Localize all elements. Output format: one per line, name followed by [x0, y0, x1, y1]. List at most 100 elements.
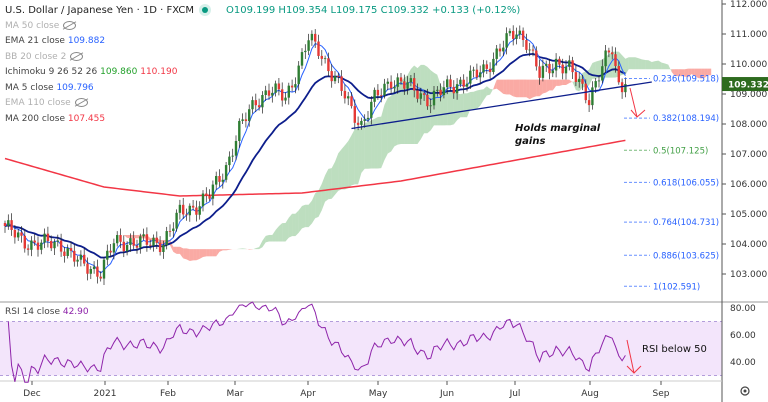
- candle-body: [498, 48, 502, 52]
- rsi-line: [7, 301, 626, 383]
- ichimoku-cloud-segment: [397, 81, 401, 145]
- ichimoku-cloud-segment: [513, 79, 517, 98]
- y-tick-label: 104.000: [730, 240, 767, 250]
- ichimoku-cloud-segment: [278, 223, 283, 242]
- candle-body: [541, 65, 545, 78]
- candle-body: [525, 40, 528, 50]
- legend-bb20[interactable]: BB 20 close 2: [5, 50, 520, 66]
- ichimoku-cloud-segment: [206, 249, 210, 257]
- settings-gear-icon[interactable]: [740, 386, 750, 396]
- ichimoku-cloud-segment: [572, 81, 576, 91]
- candle-body: [419, 93, 422, 99]
- ichimoku-cloud-segment: [681, 69, 685, 77]
- ichimoku-cloud-segment: [361, 122, 365, 173]
- ichimoku-cloud-segment: [196, 249, 200, 261]
- ichimoku-cloud-segment: [331, 161, 335, 199]
- ichimoku-cloud-segment: [252, 248, 256, 250]
- candle-body: [528, 49, 531, 51]
- x-tick-label: Sep: [653, 389, 670, 399]
- candle-body: [99, 276, 102, 279]
- legend-ema21[interactable]: EMA 21 close 109.882: [5, 36, 106, 46]
- legend-ema110[interactable]: EMA 110 close: [5, 96, 520, 112]
- candle-body: [3, 223, 7, 226]
- current-price-label: 109.332: [728, 81, 768, 91]
- candle-body: [109, 250, 112, 253]
- candle-body: [274, 83, 277, 93]
- ichimoku-cloud-segment: [684, 68, 689, 78]
- ichimoku-cloud-segment: [529, 79, 533, 100]
- candle-body: [531, 49, 535, 51]
- candle-body: [469, 70, 472, 84]
- ichimoku-cloud-segment: [90, 223, 95, 227]
- candle-body: [564, 66, 568, 74]
- candle-body: [248, 109, 251, 122]
- candle-body: [347, 96, 350, 99]
- candle-body: [370, 101, 373, 118]
- candle-body: [578, 79, 581, 82]
- candle-body: [558, 58, 561, 65]
- candle-body: [386, 81, 389, 84]
- rsi-legend[interactable]: RSI 14 close 42.90: [5, 307, 89, 317]
- candle-body: [139, 236, 142, 248]
- hidden-eye-icon[interactable]: [63, 20, 77, 30]
- candle-body: [125, 244, 129, 252]
- ichimoku-cloud-segment: [595, 60, 599, 79]
- ichimoku-cloud-segment: [374, 117, 378, 169]
- ichimoku-cloud-segment: [381, 104, 385, 169]
- candle-body: [251, 100, 254, 110]
- y-tick-label: 103.000: [730, 270, 767, 280]
- ichimoku-cloud-segment: [450, 89, 454, 126]
- candle-body: [574, 72, 578, 82]
- candle-body: [234, 140, 238, 156]
- candle-body: [611, 52, 614, 55]
- hidden-eye-icon[interactable]: [74, 98, 88, 107]
- candle-body: [50, 241, 53, 249]
- settings-gear-icon: [743, 389, 747, 393]
- candle-body: [601, 66, 604, 81]
- annotation-holds: gains: [515, 136, 545, 147]
- ichimoku-cloud-segment: [691, 68, 695, 76]
- candle-body: [254, 100, 257, 106]
- ichimoku-cloud-segment: [288, 213, 293, 238]
- candle-body: [149, 244, 152, 246]
- candle-body: [56, 240, 59, 242]
- hidden-eye-icon[interactable]: [70, 51, 84, 61]
- legend-ma5[interactable]: MA 5 close 109.796: [5, 82, 94, 93]
- ichimoku-cloud-segment: [665, 63, 669, 70]
- candle-body: [86, 263, 89, 274]
- legend: U.S. Dollar / Japanese Yen · 1D · FXCM O1…: [5, 3, 520, 127]
- ichimoku-cloud-segment: [212, 249, 217, 257]
- candle-body: [571, 60, 574, 73]
- candle-body: [479, 72, 482, 78]
- symbol-title[interactable]: U.S. Dollar / Japanese Yen · 1D · FXCM: [5, 5, 195, 16]
- candle-body: [162, 245, 165, 252]
- ichimoku-cloud-segment: [341, 145, 345, 190]
- candle-body: [208, 195, 211, 199]
- candle-body: [459, 79, 462, 85]
- candle-body: [46, 233, 50, 242]
- ichimoku-cloud-segment: [417, 64, 421, 144]
- candle-body: [116, 235, 119, 244]
- candle-body: [343, 90, 347, 99]
- candle-body: [198, 206, 201, 215]
- legend-ma200[interactable]: MA 200 close 107.455: [5, 113, 106, 124]
- ichimoku-cloud-segment: [298, 205, 302, 233]
- ichimoku-cloud-segment: [707, 68, 712, 76]
- candle-body: [102, 259, 106, 279]
- ichimoku-cloud-segment: [239, 248, 243, 250]
- candle-body: [26, 248, 30, 250]
- ichimoku-cloud-segment: [678, 69, 682, 77]
- ichimoku-cloud-segment: [509, 79, 514, 97]
- x-tick-label: Mar: [227, 389, 244, 399]
- ichimoku-cloud-segment: [546, 79, 550, 93]
- candle-body: [17, 232, 20, 238]
- legend-ma50[interactable]: MA 50 close: [5, 19, 520, 35]
- current-price-tag: [722, 77, 768, 92]
- legend-ichimoku[interactable]: Ichimoku 9 26 52 26 109.860 110.190: [5, 67, 178, 77]
- ichimoku-cloud-segment: [97, 224, 101, 229]
- candle-body: [587, 100, 591, 106]
- ichimoku-cloud-segment: [321, 175, 326, 211]
- candle-body: [201, 193, 205, 207]
- ichimoku-cloud-segment: [404, 74, 408, 144]
